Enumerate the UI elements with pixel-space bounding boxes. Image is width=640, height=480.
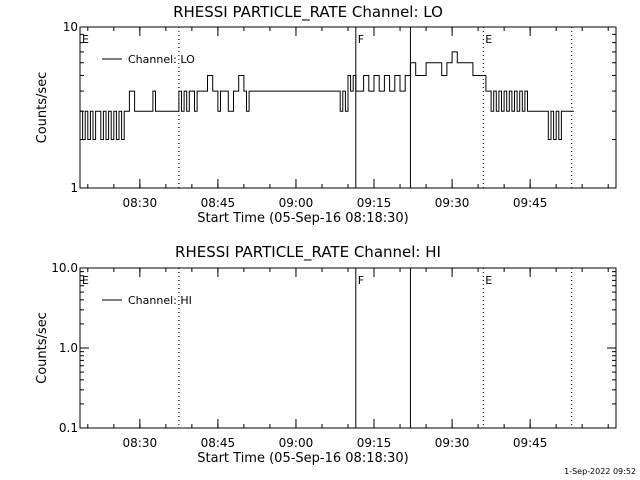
x-tick-label: 09:30 <box>435 196 470 210</box>
x-tick-label: 09:45 <box>513 436 548 450</box>
x-tick-label: 09:00 <box>279 436 314 450</box>
event-marker-label: E <box>82 33 89 46</box>
legend-label: Channel: HI <box>128 294 192 307</box>
event-marker-label: E <box>485 274 492 287</box>
y-tick-label: 10 <box>63 20 78 34</box>
y-tick-label: 10.0 <box>51 261 78 275</box>
x-tick-label: 08:30 <box>123 436 158 450</box>
event-marker-label: E <box>485 33 492 46</box>
y-tick-label: 1 <box>70 181 78 195</box>
x-tick-label: 09:45 <box>513 196 548 210</box>
x-tick-label: 08:45 <box>201 196 236 210</box>
event-marker-label: F <box>358 33 364 46</box>
x-tick-label: 09:30 <box>435 436 470 450</box>
event-marker-label: F <box>358 274 364 287</box>
x-tick-label: 09:15 <box>357 196 392 210</box>
x-tick-label: 09:15 <box>357 436 392 450</box>
series-line-0 <box>80 51 574 140</box>
chart-title: RHESSI PARTICLE_RATE Channel: HI <box>175 243 441 262</box>
x-tick-label: 08:30 <box>123 196 158 210</box>
x-tick-label: 09:00 <box>279 196 314 210</box>
y-tick-label: 0.1 <box>59 421 78 435</box>
chart-title: RHESSI PARTICLE_RATE Channel: LO <box>173 3 443 22</box>
event-marker-label: E <box>82 274 89 287</box>
x-axis-label: Start Time (05-Sep-16 08:18:30) <box>197 451 408 466</box>
x-axis-label: Start Time (05-Sep-16 08:18:30) <box>197 211 408 226</box>
y-axis-label: Counts/sec <box>35 312 50 384</box>
y-axis-label: Counts/sec <box>35 72 50 144</box>
legend-label: Channel: LO <box>128 53 195 66</box>
x-tick-label: 08:45 <box>201 436 236 450</box>
footer-timestamp: 1-Sep-2022 09:52 <box>564 467 636 476</box>
y-tick-label: 1.0 <box>59 341 78 355</box>
